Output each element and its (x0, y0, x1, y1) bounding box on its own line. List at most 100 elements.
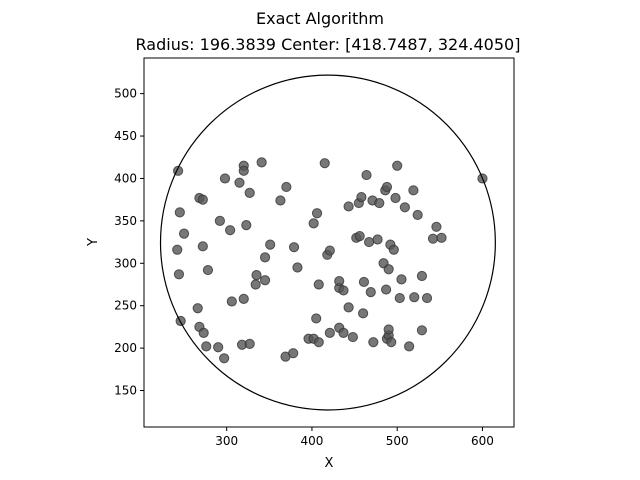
data-point (251, 270, 262, 281)
scatter-points (172, 157, 488, 364)
y-axis-ticks: 150 200 250 300 350 400 450 500 (114, 87, 144, 398)
y-tick-label: 200 (114, 341, 137, 355)
axes-frame (143, 57, 515, 428)
data-point (343, 302, 354, 313)
plot-area (143, 57, 515, 428)
y-axis-label: Y (86, 238, 101, 247)
data-point (213, 342, 224, 353)
y-tick-label: 400 (114, 171, 137, 185)
x-tick-label: 500 (386, 434, 409, 448)
data-point (265, 239, 276, 250)
data-point (390, 192, 401, 204)
data-point (404, 341, 415, 352)
data-point (241, 220, 252, 231)
data-point (259, 252, 271, 263)
data-point (214, 215, 225, 226)
data-point (409, 292, 420, 303)
data-point (238, 293, 249, 305)
data-point (250, 279, 261, 290)
x-axis-ticks: 300 400 500 600 (215, 427, 494, 448)
data-point (396, 274, 407, 285)
data-point (408, 185, 419, 196)
data-point (338, 327, 349, 338)
data-point (238, 165, 249, 176)
data-point (386, 337, 397, 348)
data-point (421, 292, 433, 304)
data-point (311, 313, 322, 324)
data-point (174, 207, 185, 218)
data-point (259, 275, 271, 286)
data-point (431, 221, 442, 232)
data-point (365, 287, 376, 298)
data-point (412, 209, 423, 221)
data-point (292, 262, 303, 273)
data-point (358, 276, 370, 288)
data-point (372, 234, 383, 245)
data-point (288, 242, 300, 253)
data-point (394, 292, 405, 304)
data-point (358, 308, 369, 319)
data-point (244, 338, 255, 349)
data-point (256, 157, 267, 168)
y-tick-label: 250 (114, 299, 137, 313)
data-point (313, 337, 324, 348)
enclosing-circle (159, 74, 496, 411)
y-tick-label: 350 (114, 214, 137, 228)
data-point (356, 192, 367, 203)
data-point (219, 173, 231, 184)
data-point (201, 341, 212, 352)
data-point (334, 276, 345, 287)
data-point (343, 201, 354, 212)
data-point (311, 208, 323, 219)
data-point (381, 181, 393, 193)
y-tick-label: 150 (114, 384, 137, 398)
data-point (288, 348, 299, 359)
data-point (399, 202, 410, 213)
data-point (173, 269, 185, 280)
x-tick-label: 600 (471, 434, 494, 448)
chart-subtitle: Radius: 196.3839 Center: [418.7487, 324.… (136, 35, 521, 54)
data-point (416, 270, 428, 282)
data-point (427, 233, 439, 244)
y-tick-label: 450 (114, 129, 137, 143)
data-point (275, 195, 286, 206)
data-point (198, 327, 209, 338)
data-point (354, 231, 365, 242)
data-point (197, 241, 208, 252)
data-point (361, 169, 372, 181)
data-point (192, 303, 203, 314)
x-axis-label: X (325, 456, 334, 471)
data-point (381, 284, 392, 295)
data-point (244, 187, 255, 198)
data-point (363, 236, 375, 248)
data-point (392, 160, 403, 171)
data-point (416, 325, 428, 336)
data-point (324, 245, 335, 256)
data-point (172, 244, 183, 255)
data-point (219, 353, 230, 364)
chart-title: Exact Algorithm (256, 9, 384, 28)
data-point (225, 225, 236, 236)
data-point (226, 296, 237, 307)
data-point (308, 218, 319, 229)
data-point (178, 228, 190, 239)
x-tick-label: 300 (215, 434, 238, 448)
data-point (383, 324, 394, 335)
data-point (234, 177, 245, 188)
y-tick-label: 300 (114, 256, 137, 270)
data-point (374, 197, 385, 209)
y-tick-label: 500 (114, 87, 137, 101)
data-point (313, 279, 324, 290)
data-point (388, 244, 399, 255)
x-tick-label: 400 (300, 434, 323, 448)
data-point (202, 264, 214, 276)
data-point (319, 158, 330, 169)
data-point (347, 331, 358, 343)
data-point (383, 264, 394, 275)
data-point (197, 194, 208, 205)
data-point (368, 337, 379, 348)
data-point (436, 232, 447, 243)
data-point (338, 285, 349, 296)
